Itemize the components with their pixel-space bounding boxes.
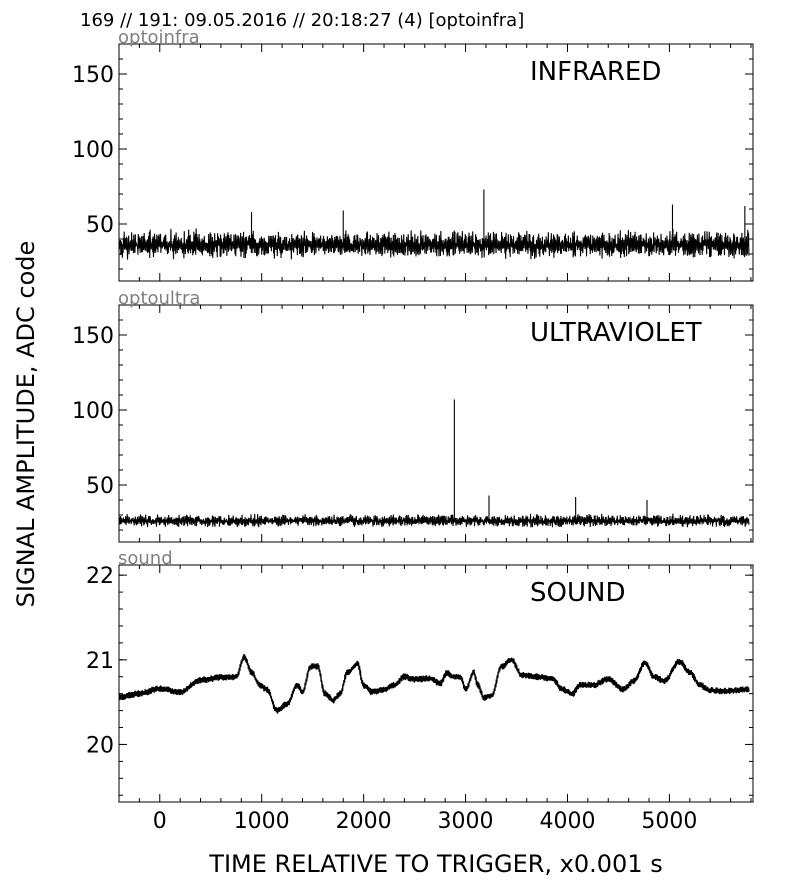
y-tick-label: 50: [86, 213, 114, 238]
y-tick-label: 150: [72, 63, 114, 88]
sound-panel-title: SOUND: [530, 578, 625, 608]
x-tick-label: 2000: [336, 809, 392, 834]
optoinfra-trace: [119, 189, 750, 260]
y-tick-label: 50: [86, 474, 114, 499]
optoultra-panel-title: ULTRAVIOLET: [530, 318, 702, 348]
x-tick-label: 5000: [641, 809, 697, 834]
sound-axes-frame: [118, 564, 754, 803]
y-axis-label: SIGNAL AMPLITUDE, ADC code: [12, 241, 40, 608]
optoinfra-channel-label: optoinfra: [118, 27, 200, 48]
x-tick-label: 1000: [234, 809, 290, 834]
sound-trace: [119, 653, 750, 714]
optoultra-trace: [119, 399, 750, 528]
x-tick-label: 4000: [539, 809, 595, 834]
y-tick-label: 100: [72, 138, 114, 163]
optoinfra-panel-title: INFRARED: [530, 57, 661, 87]
optoinfra-axes-frame: [118, 43, 754, 282]
x-tick-label: 0: [153, 809, 167, 834]
x-tick-label: 3000: [438, 809, 494, 834]
figure-header: 169 // 191: 09.05.2016 // 20:18:27 (4) […: [80, 10, 524, 31]
y-tick-label: 150: [72, 324, 114, 349]
sound-channel-label: sound: [118, 548, 173, 569]
y-tick-label: 100: [72, 399, 114, 424]
optoultra-axes-frame: [118, 304, 754, 543]
y-tick-label: 22: [86, 564, 114, 589]
y-tick-label: 21: [86, 649, 114, 674]
y-tick-label: 20: [86, 733, 114, 758]
optoultra-channel-label: optoultra: [118, 288, 200, 309]
panels-group: 50100150optoinfraINFRARED50100150optoult…: [72, 27, 754, 834]
x-axis-label: TIME RELATIVE TO TRIGGER, x0.001 s: [208, 850, 662, 878]
